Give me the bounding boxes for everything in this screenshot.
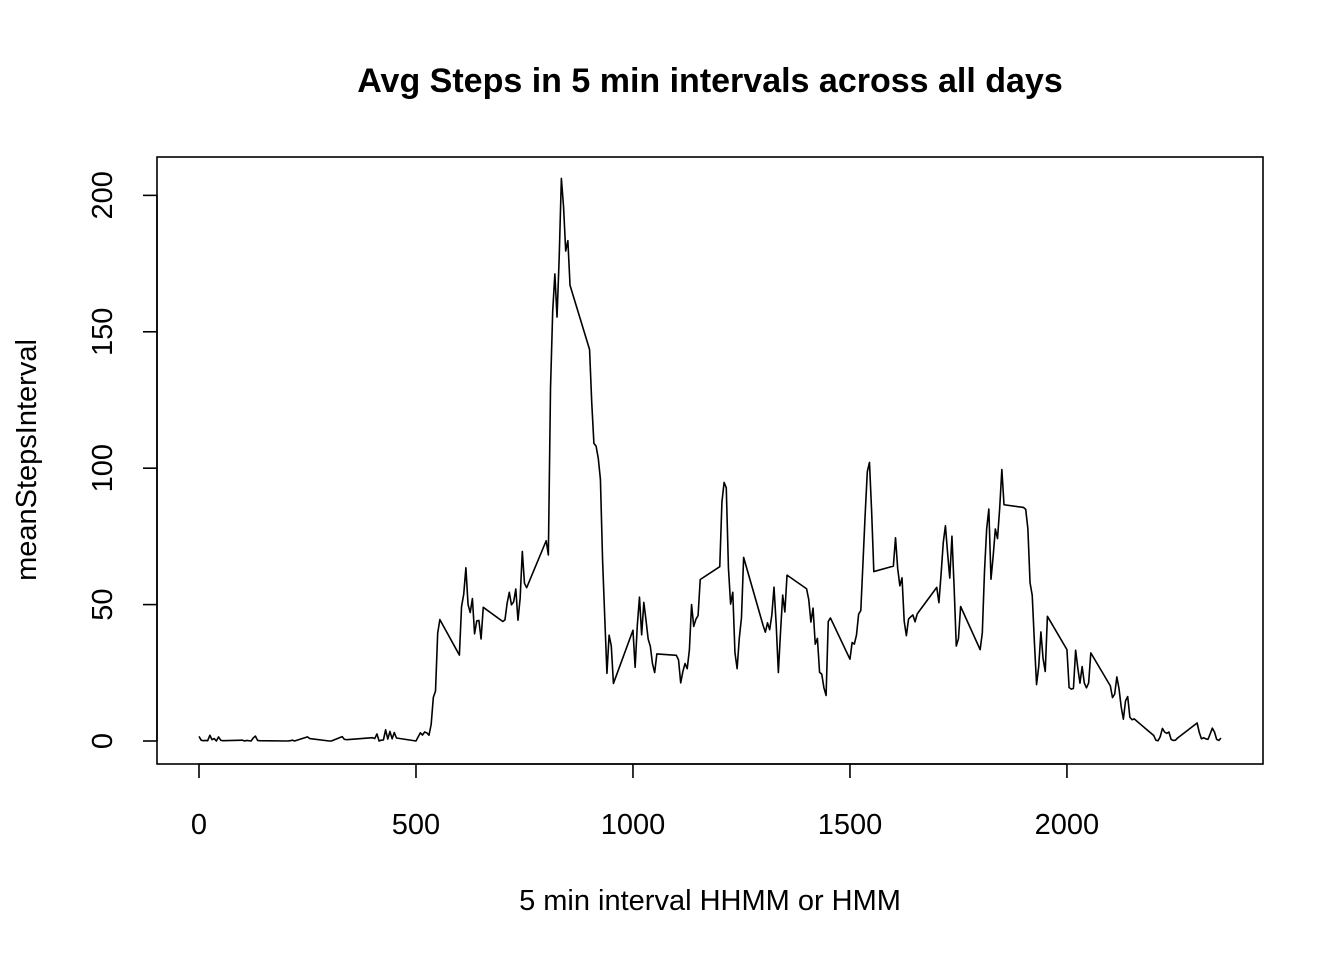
y-tick-label: 150 [87,308,119,356]
y-tick-label: 200 [87,171,119,219]
x-tick-label: 0 [191,809,207,841]
x-tick-label: 1000 [601,809,666,841]
x-tick-label: 1500 [818,809,883,841]
y-axis: 0 50 100 150 200 [87,171,158,749]
y-tick-label: 50 [87,588,119,620]
y-axis-label: meanStepsInterval [11,339,43,581]
series-line-0 [198,177,1222,742]
y-tick-label: 0 [87,733,119,749]
series-layer [198,177,1222,742]
x-tick-label: 2000 [1035,809,1100,841]
chart-title: Avg Steps in 5 min intervals across all … [357,62,1062,100]
x-axis-label: 5 min interval HHMM or HMM [519,885,901,917]
x-axis: 0 500 1000 1500 2000 [191,763,1100,841]
plot-frame [156,156,1264,765]
y-tick-label: 100 [87,444,119,492]
x-tick-label: 500 [392,809,440,841]
